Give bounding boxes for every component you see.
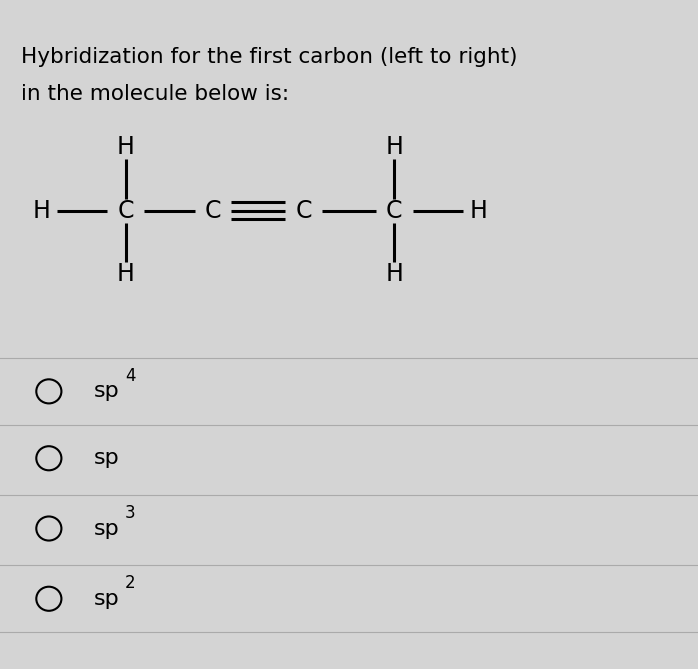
Text: H: H — [117, 262, 135, 286]
Text: sp: sp — [94, 518, 120, 539]
Text: sp: sp — [94, 448, 120, 468]
Text: C: C — [205, 199, 221, 223]
Text: H: H — [385, 262, 403, 286]
Text: 2: 2 — [125, 575, 135, 592]
Text: C: C — [295, 199, 312, 223]
Text: 4: 4 — [125, 367, 135, 385]
Text: H: H — [469, 199, 487, 223]
Text: in the molecule below is:: in the molecule below is: — [21, 84, 289, 104]
Text: H: H — [117, 135, 135, 159]
Text: 3: 3 — [125, 504, 135, 522]
Text: H: H — [33, 199, 51, 223]
Text: Hybridization for the first carbon (left to right): Hybridization for the first carbon (left… — [21, 47, 517, 67]
Text: C: C — [117, 199, 134, 223]
Text: C: C — [386, 199, 403, 223]
Text: H: H — [385, 135, 403, 159]
Text: sp: sp — [94, 589, 120, 609]
Text: sp: sp — [94, 381, 120, 401]
